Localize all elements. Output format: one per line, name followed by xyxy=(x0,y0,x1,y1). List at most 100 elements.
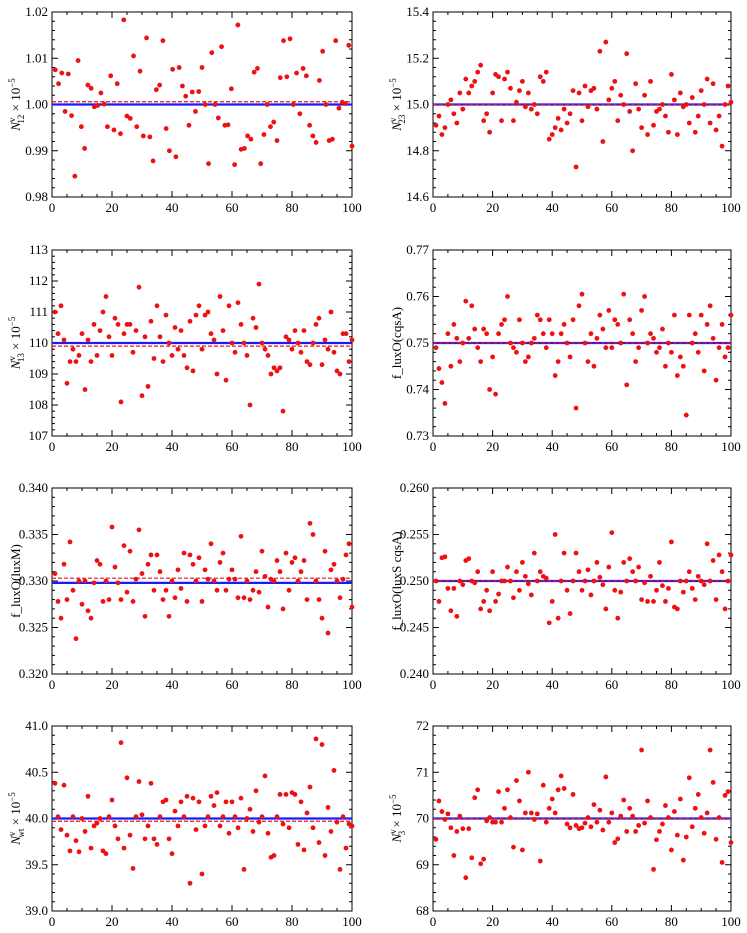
data-point xyxy=(52,67,58,73)
data-point xyxy=(546,805,552,811)
x-tick-label: 100 xyxy=(721,677,741,692)
data-point xyxy=(728,312,734,318)
data-point xyxy=(196,555,202,561)
data-point xyxy=(127,322,133,327)
data-point xyxy=(319,742,325,747)
data-point xyxy=(716,113,722,119)
data-point xyxy=(543,345,549,351)
data-point xyxy=(499,322,504,327)
data-point xyxy=(618,589,624,595)
data-point xyxy=(683,578,689,584)
data-point xyxy=(528,106,534,112)
data-point xyxy=(514,349,519,355)
data-point xyxy=(725,578,731,584)
data-point xyxy=(525,354,531,360)
plot-frame xyxy=(51,487,353,675)
data-point xyxy=(475,69,481,75)
data-point xyxy=(259,340,265,346)
data-point xyxy=(320,48,326,54)
data-point xyxy=(624,382,630,388)
data-point xyxy=(331,768,337,773)
data-point xyxy=(283,792,289,797)
data-point xyxy=(502,805,507,811)
data-point xyxy=(511,118,516,124)
data-point xyxy=(160,597,166,602)
data-point xyxy=(137,68,143,74)
y-tick-label: 71 xyxy=(416,764,429,779)
data-point xyxy=(561,786,567,791)
data-point xyxy=(710,335,716,341)
data-point xyxy=(451,322,457,327)
data-point xyxy=(184,599,190,604)
y-tick-label: 0.98 xyxy=(25,189,48,204)
x-tick-label: 80 xyxy=(665,677,678,692)
data-point xyxy=(615,118,621,124)
data-point xyxy=(657,829,662,834)
data-point xyxy=(61,782,67,788)
data-point xyxy=(472,78,478,84)
data-point xyxy=(301,558,307,563)
data-point xyxy=(582,578,588,584)
data-point xyxy=(262,346,268,352)
data-point xyxy=(199,346,205,352)
data-point xyxy=(624,578,630,584)
data-point xyxy=(689,824,695,830)
data-point xyxy=(698,312,704,318)
data-point xyxy=(546,136,552,142)
data-point xyxy=(175,823,181,829)
data-point xyxy=(549,599,555,604)
data-point xyxy=(564,587,570,593)
data-point xyxy=(343,101,348,106)
data-point xyxy=(719,143,725,149)
data-point xyxy=(343,552,349,558)
data-point xyxy=(274,814,280,820)
data-point xyxy=(525,581,531,587)
data-point xyxy=(707,120,713,126)
data-point xyxy=(517,798,522,804)
data-point xyxy=(686,120,692,126)
data-point xyxy=(124,589,130,595)
data-point xyxy=(582,83,588,89)
data-point xyxy=(316,78,322,83)
data-point xyxy=(540,331,546,337)
data-point xyxy=(258,161,264,167)
data-point xyxy=(621,560,627,565)
data-point xyxy=(147,134,153,140)
data-point xyxy=(136,527,142,533)
x-tick-label: 60 xyxy=(226,439,239,454)
data-point xyxy=(481,118,487,124)
data-point xyxy=(579,118,585,124)
x-tick-label: 80 xyxy=(286,439,299,454)
data-point xyxy=(591,802,597,808)
data-point xyxy=(121,543,127,549)
data-point xyxy=(689,586,695,591)
panel-4: 0 20 40 60 80 100 0.73 0.74 0.75 0.76 0.77 f_luxO(c… xyxy=(389,242,741,454)
data-point xyxy=(677,354,683,360)
data-point xyxy=(624,829,630,834)
data-point xyxy=(157,82,163,88)
data-point xyxy=(660,326,665,332)
data-point xyxy=(310,133,316,139)
data-point xyxy=(228,86,234,92)
data-point xyxy=(58,303,64,309)
data-point xyxy=(704,322,710,327)
data-point xyxy=(106,814,112,820)
data-point xyxy=(109,524,115,530)
data-point xyxy=(636,106,642,112)
data-point xyxy=(522,104,528,110)
data-point xyxy=(139,393,145,399)
data-point xyxy=(229,799,235,805)
data-point xyxy=(235,22,241,28)
data-point xyxy=(445,811,451,817)
data-point xyxy=(313,322,319,327)
data-point xyxy=(606,564,612,570)
data-point xyxy=(457,359,463,364)
data-point xyxy=(193,827,199,832)
data-point xyxy=(79,331,85,337)
data-point xyxy=(588,824,594,830)
data-point xyxy=(648,573,653,579)
data-point xyxy=(274,368,280,374)
data-point xyxy=(144,35,149,41)
data-point xyxy=(70,587,76,593)
data-point xyxy=(540,78,546,84)
